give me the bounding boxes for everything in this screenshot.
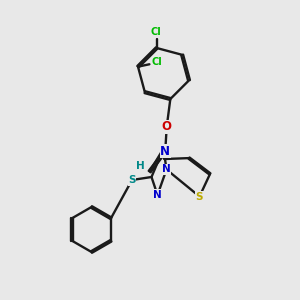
Text: N: N	[160, 145, 170, 158]
Text: S: S	[196, 191, 203, 202]
Text: N: N	[162, 164, 171, 175]
Text: N: N	[153, 190, 162, 200]
Text: Cl: Cl	[151, 27, 161, 38]
Text: O: O	[162, 120, 172, 133]
Text: H: H	[136, 161, 145, 171]
Text: Cl: Cl	[151, 57, 162, 67]
Text: S: S	[128, 175, 136, 185]
